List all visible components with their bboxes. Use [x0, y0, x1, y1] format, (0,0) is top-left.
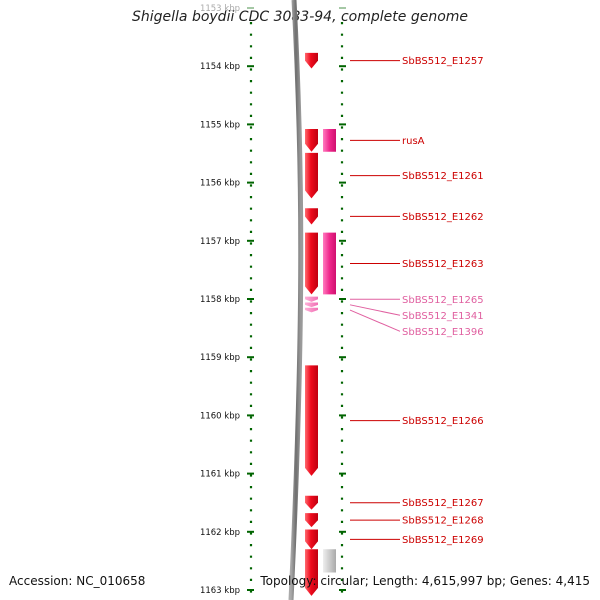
ruler-tick-label: 1154 kbp: [200, 62, 240, 72]
gene-sbbs512_e1269[interactable]: [305, 529, 318, 550]
gene-sbbs512_e1257[interactable]: [305, 52, 318, 69]
gene-label[interactable]: SbBS512_E1266: [402, 416, 484, 427]
ruler-tick-label: 1155 kbp: [200, 120, 240, 130]
gene-label[interactable]: SbBS512_E1257: [402, 56, 484, 67]
ruler-tick-label: 1158 kbp: [200, 295, 240, 305]
ruler-tick-label: 1157 kbp: [200, 237, 240, 247]
ruler-tick-label: 1163 kbp: [200, 586, 240, 596]
gene-sbbs512_e1268[interactable]: [305, 513, 318, 528]
accession-text: Accession: NC_010658: [9, 574, 146, 588]
genome-summary-text: Topology: circular; Length: 4,615,997 bp…: [260, 574, 590, 588]
gene-feature[interactable]: [323, 549, 336, 573]
gene-sbbs512_e1341[interactable]: [305, 302, 318, 308]
ruler-tick-label: 1162 kbp: [200, 528, 240, 538]
gene-label[interactable]: SbBS512_E1265: [402, 295, 484, 306]
ruler-tick-label: 1156 kbp: [200, 179, 240, 189]
genome-title: Shigella boydii CDC 3083-94, complete ge…: [131, 9, 469, 25]
gene-label[interactable]: SbBS512_E1263: [402, 259, 484, 270]
gene-label[interactable]: SbBS512_E1341: [402, 311, 484, 322]
ruler: 1153 kbp 1154 kbp 1155 kbp 1156 kbp 1157 kbp…: [200, 4, 346, 600]
gene-sbbs512_e1266[interactable]: [305, 365, 318, 476]
gene-label-leader: [349, 309, 401, 332]
gene-label[interactable]: SbBS512_E1268: [402, 516, 484, 527]
gene-sbbs512_e1265[interactable]: [305, 296, 318, 302]
gene-feature[interactable]: [305, 549, 318, 596]
gene-feature[interactable]: [323, 232, 336, 295]
backbone-curve: [288, 0, 304, 600]
gene-label[interactable]: SbBS512_E1269: [402, 535, 484, 546]
gene-label[interactable]: SbBS512_E1267: [402, 498, 484, 509]
ruler-tick-label: 1153 kbp: [200, 4, 240, 14]
gene-feature[interactable]: [323, 129, 336, 152]
chromosome-backbone: [288, 0, 304, 600]
gene-labels: SbBS512_E1257 rusA SbBS512_E1261 SbBS512_E1…: [349, 56, 484, 546]
gene-sbbs512_e1261[interactable]: [305, 152, 318, 199]
gene-label[interactable]: SbBS512_E1262: [402, 212, 484, 223]
ruler-tick-label: 1161 kbp: [200, 470, 240, 480]
gene-sbbs512_e1262[interactable]: [305, 208, 318, 225]
gene-track: [305, 52, 336, 596]
gene-label[interactable]: SbBS512_E1396: [402, 327, 484, 338]
gene-sbbs512_e1263[interactable]: [305, 232, 318, 295]
ruler-tick-label: 1159 kbp: [200, 353, 240, 363]
gene-rusa[interactable]: [305, 129, 318, 152]
gene-label-leader: [349, 304, 401, 316]
gene-label[interactable]: rusA: [402, 136, 425, 147]
gene-sbbs512_e1396[interactable]: [305, 307, 318, 313]
ruler-tick-label: 1160 kbp: [200, 411, 240, 421]
gene-label[interactable]: SbBS512_E1261: [402, 171, 484, 182]
gene-sbbs512_e1267[interactable]: [305, 495, 318, 510]
